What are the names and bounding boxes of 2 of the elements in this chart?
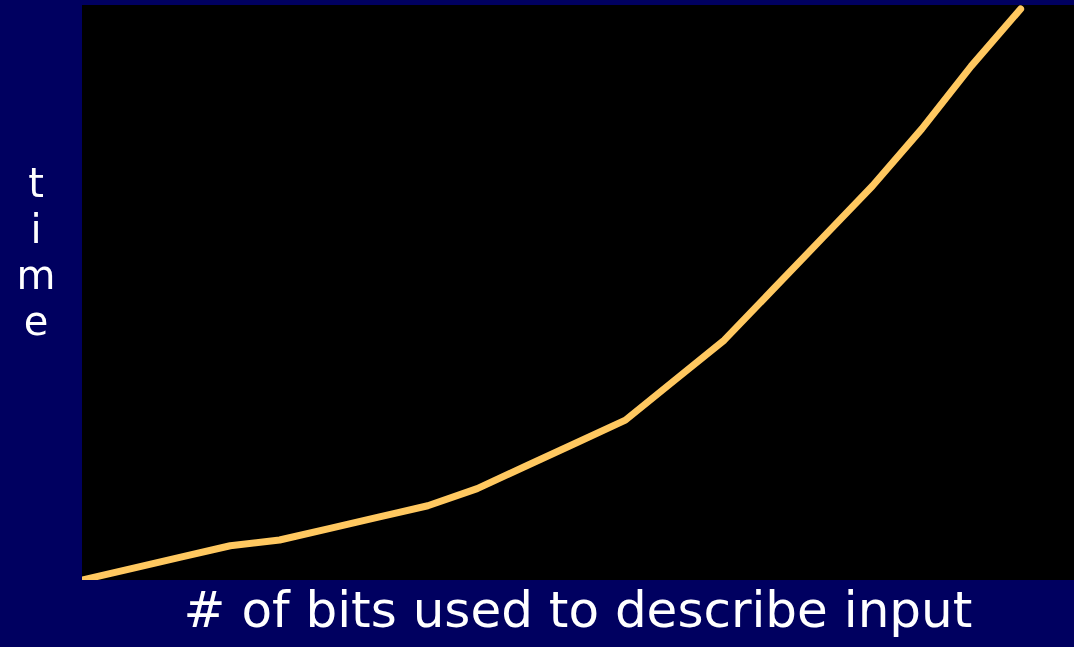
x-axis-title: # of bits used to describe input bbox=[182, 580, 974, 641]
y-axis-title: time bbox=[13, 160, 59, 344]
